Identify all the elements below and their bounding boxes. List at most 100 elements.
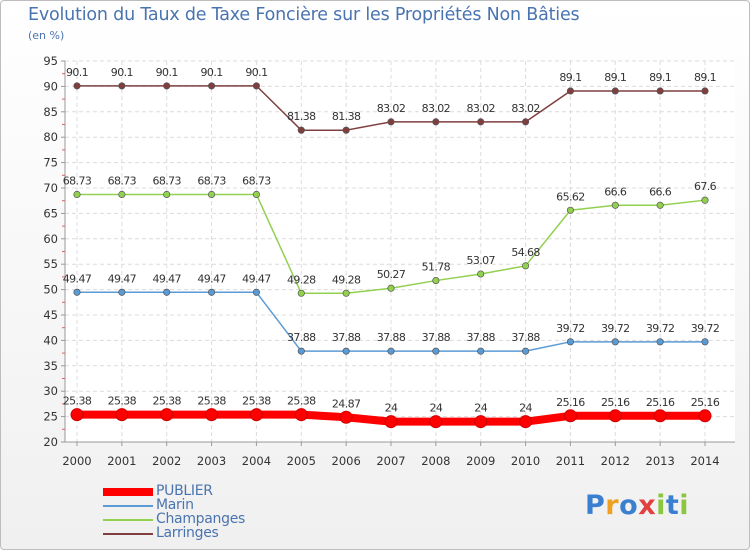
data-label-larringes-2013: 89.1	[649, 71, 671, 84]
data-label-publier-2006: 24.87	[332, 397, 361, 410]
data-label-champanges-2006: 49.28	[332, 273, 361, 286]
point-larringes-2002	[163, 82, 171, 90]
point-champanges-2005	[297, 289, 305, 297]
data-label-champanges-2008: 51.78	[422, 261, 451, 274]
y-tick-label-80: 80	[43, 130, 58, 144]
x-tick-label-2002: 2002	[152, 454, 181, 468]
data-label-marin-2009: 37.88	[466, 331, 495, 344]
point-publier-2006	[339, 410, 353, 424]
plot-area	[65, 61, 735, 442]
point-champanges-2007	[387, 284, 395, 292]
x-tick-label-2011: 2011	[556, 454, 585, 468]
point-larringes-2001	[118, 82, 126, 90]
data-label-marin-2007: 37.88	[377, 331, 406, 344]
data-label-marin-2002: 49.47	[152, 272, 181, 285]
x-tick-label-2010: 2010	[511, 454, 540, 468]
data-label-larringes-2010: 83.02	[511, 102, 540, 115]
x-tick-label-2000: 2000	[62, 454, 91, 468]
proxiti-logo: Proxiti	[585, 490, 689, 521]
y-tick-label-55: 55	[43, 257, 58, 271]
y-tick-label-75: 75	[43, 156, 58, 170]
data-label-champanges-2000: 68.73	[63, 174, 92, 187]
x-tick-label-2014: 2014	[690, 454, 719, 468]
point-publier-2004	[249, 408, 263, 422]
data-label-publier-2000: 25.38	[63, 395, 92, 408]
data-label-champanges-2012: 66.6	[604, 185, 627, 198]
point-marin-2005	[297, 347, 305, 355]
point-larringes-2014	[701, 87, 709, 95]
x-tick-label-2006: 2006	[332, 454, 361, 468]
data-label-marin-2000: 49.47	[63, 272, 92, 285]
point-larringes-2013	[656, 87, 664, 95]
data-label-champanges-2004: 68.73	[242, 174, 271, 187]
x-tick-label-2004: 2004	[242, 454, 271, 468]
point-publier-2001	[115, 408, 129, 422]
data-label-larringes-2009: 83.02	[466, 102, 495, 115]
x-tick-label-2005: 2005	[287, 454, 316, 468]
data-label-marin-2005: 37.88	[287, 331, 316, 344]
point-marin-2011	[566, 338, 574, 346]
data-label-champanges-2002: 68.73	[152, 174, 181, 187]
y-axis-unit-label: (en %)	[28, 29, 65, 42]
y-tick-label-65: 65	[43, 206, 58, 220]
point-larringes-2006	[342, 126, 350, 134]
point-larringes-2005	[297, 126, 305, 134]
legend-label-marin: Marin	[156, 497, 194, 513]
data-label-marin-2008: 37.88	[422, 331, 451, 344]
data-label-larringes-2002: 90.1	[156, 66, 178, 79]
logo-letter: i	[656, 490, 666, 521]
point-marin-2001	[118, 288, 126, 296]
data-label-publier-2014: 25.16	[691, 396, 720, 409]
data-label-marin-2012: 39.72	[601, 322, 630, 335]
y-tick-label-35: 35	[43, 359, 58, 373]
data-label-larringes-2005: 81.38	[287, 110, 316, 123]
point-champanges-2009	[477, 270, 485, 278]
data-label-larringes-2001: 90.1	[111, 66, 133, 79]
point-champanges-2014	[701, 196, 709, 204]
logo-letter: x	[638, 490, 657, 521]
legend-label-publier: PUBLIER	[156, 483, 213, 499]
point-marin-2002	[163, 288, 171, 296]
y-tick-label-45: 45	[43, 308, 58, 322]
point-larringes-2012	[611, 87, 619, 95]
data-label-publier-2005: 25.38	[287, 395, 316, 408]
point-publier-2012	[608, 409, 622, 423]
point-publier-2008	[429, 415, 443, 429]
data-label-champanges-2001: 68.73	[108, 174, 137, 187]
point-publier-2011	[563, 409, 577, 423]
point-publier-2009	[474, 415, 488, 429]
data-label-marin-2004: 49.47	[242, 272, 271, 285]
point-champanges-2008	[432, 277, 440, 285]
data-label-champanges-2007: 50.27	[377, 268, 406, 281]
point-champanges-2002	[163, 190, 171, 199]
data-label-marin-2011: 39.72	[556, 322, 585, 335]
point-publier-2003	[205, 408, 219, 422]
point-larringes-2008	[432, 118, 440, 126]
point-publier-2002	[160, 408, 174, 422]
point-publier-2007	[384, 415, 398, 429]
data-label-champanges-2003: 68.73	[197, 174, 226, 187]
data-label-marin-2013: 39.72	[646, 322, 675, 335]
point-publier-2010	[519, 415, 533, 429]
point-larringes-2009	[477, 118, 485, 126]
point-publier-2000	[70, 408, 84, 422]
x-tick-label-2003: 2003	[197, 454, 226, 468]
point-publier-2005	[294, 408, 308, 422]
point-marin-2007	[387, 347, 395, 355]
point-marin-2014	[701, 338, 709, 346]
data-label-champanges-2013: 66.6	[649, 185, 672, 198]
logo-letter: r	[605, 490, 620, 521]
point-larringes-2011	[566, 87, 574, 95]
data-label-publier-2011: 25.16	[556, 396, 585, 409]
point-larringes-2007	[387, 118, 395, 126]
data-label-publier-2003: 25.38	[197, 395, 226, 408]
point-larringes-2010	[522, 118, 530, 126]
x-tick-label-2009: 2009	[466, 454, 495, 468]
x-tick-label-2008: 2008	[421, 454, 450, 468]
y-tick-label-20: 20	[43, 435, 58, 449]
x-tick-label-2001: 2001	[107, 454, 136, 468]
data-label-marin-2001: 49.47	[108, 272, 137, 285]
point-marin-2004	[252, 288, 260, 296]
